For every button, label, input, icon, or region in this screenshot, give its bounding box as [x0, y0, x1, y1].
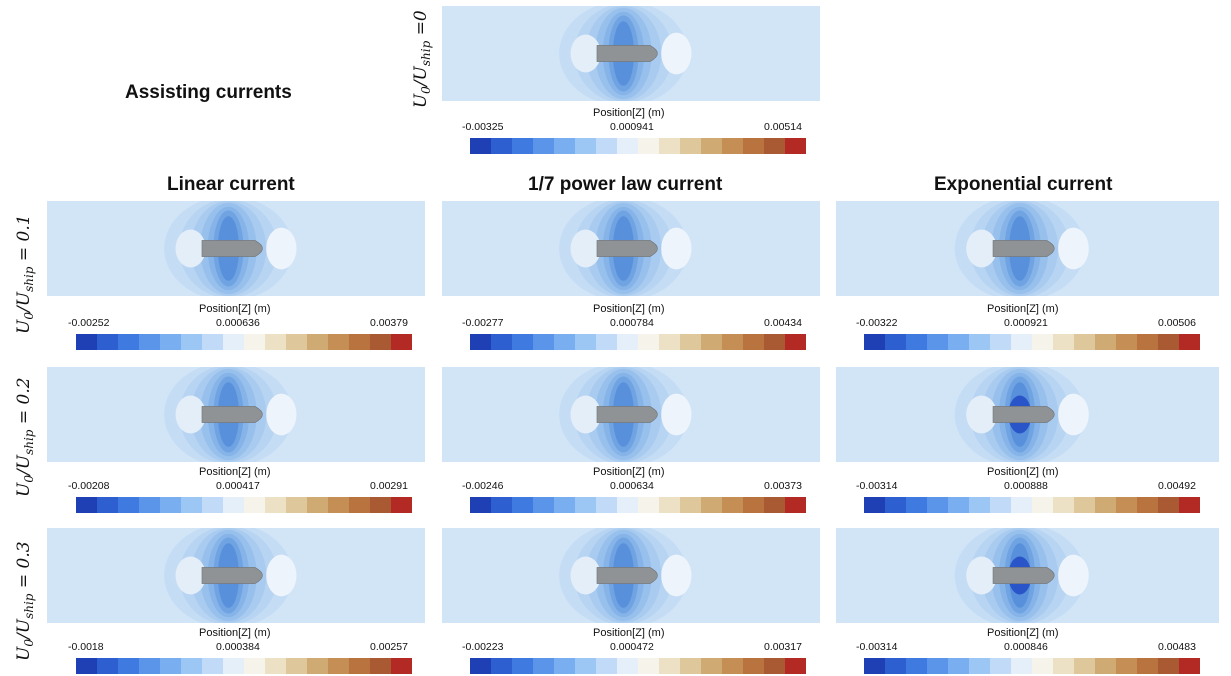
ship-hull	[201, 406, 263, 423]
colorbar	[76, 334, 412, 350]
power-law-current-heading: 1/7 power law current	[528, 174, 723, 195]
colorbar-mid-label: 0.000888	[1004, 480, 1048, 492]
contour-field	[47, 367, 425, 462]
colorbar-title: Position[Z] (m)	[593, 627, 665, 639]
colorbar-max-label: 0.00379	[370, 317, 408, 329]
colorbar-min-label: -0.00314	[856, 641, 898, 653]
colorbar-min-label: -0.00246	[462, 480, 504, 492]
colorbar-min-label: -0.00252	[68, 317, 110, 329]
colorbar-mid-label: 0.000941	[610, 121, 654, 133]
colorbar-max-label: 0.00317	[764, 641, 802, 653]
contour-field	[47, 528, 425, 623]
ship-hull	[992, 240, 1055, 257]
contour-field	[442, 6, 820, 101]
ship-hull	[992, 406, 1055, 423]
ship-hull	[201, 567, 263, 584]
colorbar-mid-label: 0.000384	[216, 641, 260, 653]
colorbar-max-label: 0.00514	[764, 121, 802, 133]
colorbar-min-label: -0.00208	[68, 480, 110, 492]
colorbar-title: Position[Z] (m)	[199, 466, 271, 478]
colorbar-title: Position[Z] (m)	[987, 627, 1059, 639]
exponential-current-heading: Exponential current	[934, 174, 1113, 195]
colorbar-mid-label: 0.000636	[216, 317, 260, 329]
contour-field	[836, 528, 1219, 623]
ratio-label-1: U0/Uship = 0.1	[13, 214, 37, 334]
colorbar-min-label: -0.0018	[68, 641, 104, 653]
colorbar	[76, 497, 412, 513]
ship-hull	[596, 240, 658, 257]
ship-hull	[201, 240, 263, 257]
colorbar	[470, 138, 806, 154]
colorbar-title: Position[Z] (m)	[593, 107, 665, 119]
colorbar-mid-label: 0.000417	[216, 480, 260, 492]
contour-field	[836, 201, 1219, 296]
ratio-label-3: U0/Uship = 0.3	[13, 541, 37, 661]
colorbar-title: Position[Z] (m)	[199, 303, 271, 315]
colorbar-max-label: 0.00373	[764, 480, 802, 492]
colorbar-title: Position[Z] (m)	[987, 466, 1059, 478]
linear-current-heading: Linear current	[167, 174, 295, 195]
ship-hull	[992, 567, 1055, 584]
colorbar-mid-label: 0.000921	[1004, 317, 1048, 329]
contour-field	[442, 201, 820, 296]
colorbar	[470, 497, 806, 513]
colorbar-max-label: 0.00291	[370, 480, 408, 492]
colorbar	[864, 658, 1200, 674]
contour-field	[836, 367, 1219, 462]
colorbar-mid-label: 0.000472	[610, 641, 654, 653]
colorbar-min-label: -0.00325	[462, 121, 504, 133]
colorbar-min-label: -0.00277	[462, 317, 504, 329]
colorbar-max-label: 0.00506	[1158, 317, 1196, 329]
ship-hull	[596, 45, 658, 62]
ship-hull	[596, 567, 658, 584]
colorbar	[864, 497, 1200, 513]
contour-field	[442, 528, 820, 623]
colorbar-max-label: 0.00492	[1158, 480, 1196, 492]
colorbar	[76, 658, 412, 674]
ratio-label-0: U0/Uship =0	[410, 10, 434, 109]
colorbar-max-label: 0.00434	[764, 317, 802, 329]
colorbar-min-label: -0.00223	[462, 641, 504, 653]
colorbar-title: Position[Z] (m)	[199, 627, 271, 639]
contour-field	[47, 201, 425, 296]
colorbar-title: Position[Z] (m)	[987, 303, 1059, 315]
colorbar-title: Position[Z] (m)	[593, 303, 665, 315]
colorbar-mid-label: 0.000846	[1004, 641, 1048, 653]
colorbar	[864, 334, 1200, 350]
assisting-currents-heading: Assisting currents	[125, 82, 292, 103]
colorbar-title: Position[Z] (m)	[593, 466, 665, 478]
colorbar	[470, 658, 806, 674]
colorbar-mid-label: 0.000784	[610, 317, 654, 329]
ratio-label-2: U0/Uship = 0.2	[13, 377, 37, 497]
colorbar-mid-label: 0.000634	[610, 480, 654, 492]
colorbar-min-label: -0.00322	[856, 317, 898, 329]
colorbar-max-label: 0.00257	[370, 641, 408, 653]
ship-hull	[596, 406, 658, 423]
colorbar	[470, 334, 806, 350]
colorbar-max-label: 0.00483	[1158, 641, 1196, 653]
contour-field	[442, 367, 820, 462]
colorbar-min-label: -0.00314	[856, 480, 898, 492]
